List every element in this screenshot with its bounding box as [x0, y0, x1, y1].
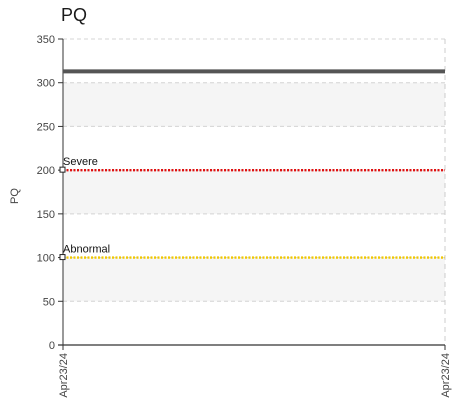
threshold-marker: [59, 166, 66, 173]
y-tick-label: 250: [37, 121, 55, 133]
plot-band: [63, 257, 445, 302]
y-tick-label: 150: [37, 209, 55, 221]
threshold-label: Abnormal: [63, 244, 110, 256]
plot-band: [63, 82, 445, 127]
y-tick-label: 200: [37, 165, 55, 177]
axes: [58, 39, 445, 346]
x-tick-label: Apr23/24: [58, 353, 70, 398]
chart-title: PQ: [61, 5, 88, 25]
threshold-marker: [59, 254, 66, 261]
x-axis-ticks: Apr23/24 Apr23/24: [58, 345, 452, 398]
threshold-label: Severe: [63, 156, 98, 168]
plot-bands: [63, 82, 445, 302]
y-tick-label: 100: [37, 253, 55, 265]
y-tick-label: 50: [43, 296, 55, 308]
y-tick-label: 350: [37, 34, 55, 46]
x-tick-label: Apr23/24: [440, 353, 452, 398]
y-tick-label: 300: [37, 78, 55, 90]
y-tick-label: 0: [49, 340, 55, 352]
y-axis-ticks: 0 50 100 150 200 250 300 350: [37, 34, 63, 352]
y-axis-label: PQ: [9, 188, 21, 204]
threshold-lines: Severe Abnormal: [59, 156, 445, 261]
plot-band: [63, 170, 445, 214]
